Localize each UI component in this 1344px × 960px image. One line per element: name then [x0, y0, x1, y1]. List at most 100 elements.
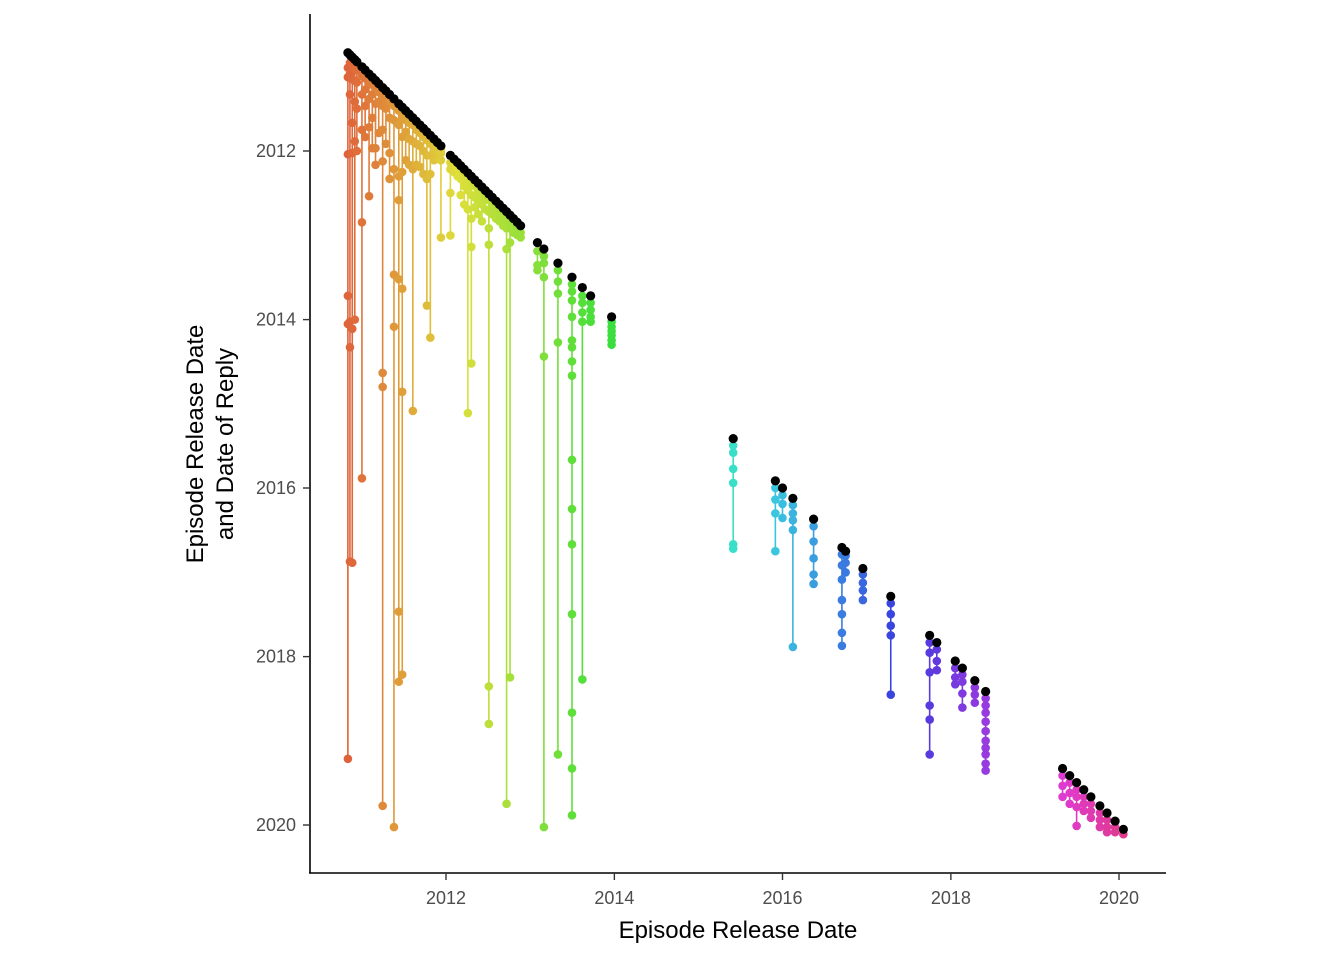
- episode-point: [1072, 777, 1082, 788]
- reply-point: [886, 621, 896, 631]
- reply-point: [378, 157, 387, 166]
- reply-series-28: [446, 155, 455, 240]
- reply-series-27: [436, 145, 446, 242]
- reply-point: [343, 754, 353, 764]
- reply-point: [567, 708, 577, 717]
- reply-point: [463, 408, 473, 418]
- reply-point: [1058, 771, 1067, 780]
- reply-point: [771, 546, 780, 556]
- reply-point: [502, 244, 511, 254]
- reply-point: [958, 670, 967, 679]
- reply-point: [567, 357, 577, 366]
- reply-point: [473, 209, 483, 219]
- reply-point: [1086, 813, 1096, 823]
- reply-point: [970, 690, 980, 699]
- reply-point: [371, 160, 380, 170]
- episode-point: [1057, 763, 1068, 774]
- reply-point: [788, 525, 798, 535]
- reply-point: [397, 670, 407, 679]
- episode-point: [553, 258, 563, 268]
- reply-point: [886, 690, 896, 699]
- reply-point: [1102, 827, 1112, 837]
- reply-point: [397, 387, 407, 397]
- reply-point: [925, 715, 934, 724]
- reply-point: [567, 342, 577, 352]
- reply-point: [958, 689, 967, 698]
- reply-point: [446, 188, 455, 198]
- reply-series-55: [607, 316, 616, 350]
- reply-point: [567, 371, 577, 380]
- reply-point: [981, 759, 990, 768]
- reply-point: [932, 645, 942, 654]
- reply-point: [467, 359, 476, 368]
- y-axis-title: Episode Release Date and Date of Reply: [182, 325, 239, 564]
- reply-series-75: [1086, 796, 1096, 823]
- reply-point: [981, 717, 990, 726]
- reply-point: [1058, 792, 1067, 802]
- reply-point: [925, 668, 934, 677]
- episode-point: [1079, 785, 1089, 795]
- reply-series-0: [343, 52, 353, 764]
- reply-point: [467, 214, 476, 223]
- y-tick-label: 2014: [256, 310, 296, 330]
- episode-point: [1118, 824, 1128, 834]
- reply-point: [728, 544, 738, 553]
- reply-point: [1065, 799, 1075, 809]
- reply-point: [408, 406, 418, 416]
- episode-point: [539, 244, 549, 254]
- reply-series-77: [1102, 813, 1112, 837]
- reply-point: [446, 231, 455, 240]
- reply-point: [886, 609, 896, 619]
- reply-point: [1072, 792, 1081, 802]
- reply-point: [397, 284, 407, 294]
- reply-point: [858, 586, 868, 595]
- reply-point: [1079, 806, 1089, 816]
- episode-point: [950, 656, 960, 666]
- reply-point: [981, 743, 990, 753]
- x-axis-title: Episode Release Date: [619, 917, 858, 944]
- reply-point: [932, 656, 942, 666]
- reply-point: [357, 217, 367, 227]
- reply-point: [586, 317, 595, 326]
- reply-point: [567, 336, 577, 345]
- reply-point: [516, 233, 525, 242]
- reply-series-39: [484, 193, 494, 729]
- reply-series-layer: [343, 52, 1128, 839]
- reply-point: [886, 631, 896, 640]
- reply-series-74: [1079, 789, 1089, 816]
- reply-point: [809, 554, 818, 563]
- episode-point: [577, 282, 587, 293]
- reply-point: [778, 499, 787, 509]
- reply-point: [1102, 815, 1112, 825]
- reply-point: [788, 515, 798, 525]
- reply-point: [484, 223, 494, 233]
- reply-series-70: [981, 691, 990, 775]
- episode-point: [788, 493, 798, 503]
- reply-point: [578, 298, 587, 308]
- reply-point: [352, 146, 362, 156]
- reply-point: [981, 726, 990, 736]
- reply-point: [389, 322, 399, 332]
- reply-point: [539, 352, 549, 361]
- reply-point: [932, 665, 942, 675]
- reply-point: [394, 677, 404, 687]
- y-axis-title-line-1: Episode Release Date: [182, 325, 209, 564]
- episode-point: [1065, 771, 1075, 781]
- reply-point: [389, 164, 399, 174]
- x-tick-label: 2016: [762, 888, 802, 908]
- reply-point: [925, 701, 934, 710]
- episode-point: [858, 563, 868, 574]
- reply-point: [1072, 802, 1081, 812]
- reply-point: [343, 291, 353, 301]
- reply-point: [350, 315, 360, 324]
- reply-point: [484, 240, 494, 249]
- reply-point: [788, 642, 798, 652]
- reply-point: [553, 289, 563, 298]
- reply-series-64: [886, 596, 896, 699]
- reply-point: [981, 750, 990, 759]
- reply-point: [385, 148, 394, 158]
- episode-point: [567, 272, 577, 282]
- reply-point: [567, 764, 577, 773]
- reply-point: [578, 308, 587, 317]
- reply-point: [360, 101, 370, 111]
